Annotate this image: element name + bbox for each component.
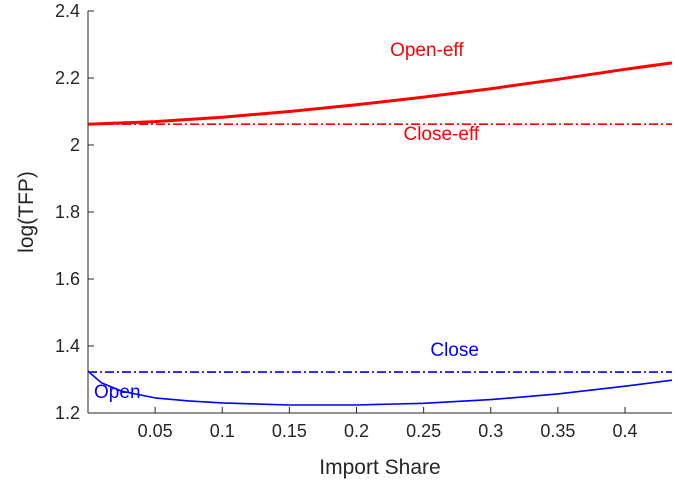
x-tick-label: 0.05 xyxy=(138,421,173,441)
y-tick-label: 1.2 xyxy=(55,403,80,423)
y-tick-label: 2.4 xyxy=(55,1,80,21)
x-tick-label: 0.3 xyxy=(478,421,503,441)
y-axis: 1.2 1.4 1.6 1.8 2 2.2 2.4 xyxy=(55,1,94,423)
x-tick-label: 0.35 xyxy=(540,421,575,441)
x-tick-label: 0.1 xyxy=(210,421,235,441)
annotation-open-eff: Open-eff xyxy=(390,40,464,61)
axes-frame xyxy=(87,11,672,414)
y-tick-label: 2.2 xyxy=(55,68,80,88)
y-axis-label: log(TFP) xyxy=(15,171,38,253)
x-tick-label: 0.2 xyxy=(344,421,369,441)
x-tick-label: 0.25 xyxy=(406,421,441,441)
x-tick-label: 0.15 xyxy=(272,421,307,441)
y-tick-label: 2 xyxy=(70,135,80,155)
x-axis: 0.05 0.1 0.15 0.2 0.25 0.3 0.35 0.4 xyxy=(138,407,638,441)
series-line-open-eff xyxy=(87,61,673,126)
series-line-open xyxy=(87,370,673,406)
annotation-open: Open xyxy=(94,382,140,403)
y-tick-label: 1.4 xyxy=(55,336,80,356)
series-layer xyxy=(87,61,673,406)
annotation-close-eff: Close-eff xyxy=(403,124,479,145)
annotation-close: Close xyxy=(430,340,479,361)
y-tick-label: 1.6 xyxy=(55,269,80,289)
x-tick-label: 0.4 xyxy=(612,421,637,441)
x-axis-label: Import Share xyxy=(319,456,440,479)
annotations: Open-eff Close-eff Close Open xyxy=(94,40,480,403)
y-tick-label: 1.8 xyxy=(55,202,80,222)
